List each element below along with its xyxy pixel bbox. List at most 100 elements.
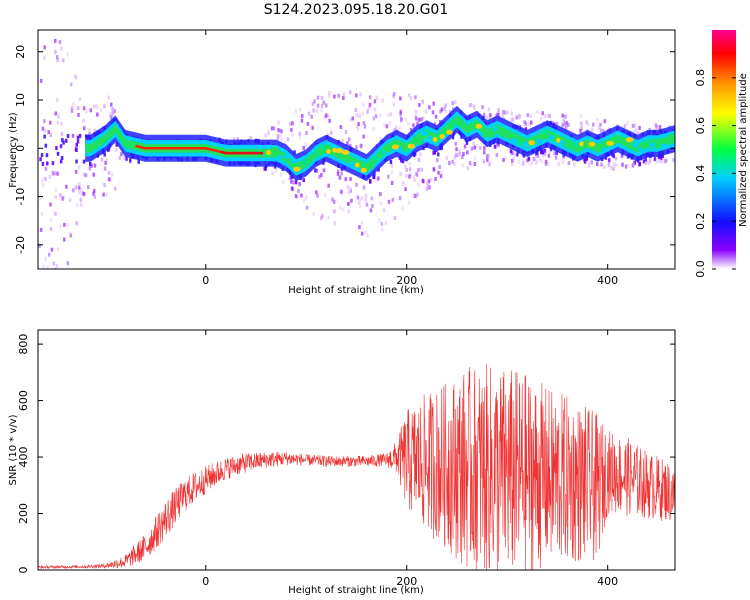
spectrogram-cell bbox=[445, 155, 448, 160]
spectrogram-cell bbox=[336, 169, 340, 174]
spectrogram-cell bbox=[562, 154, 565, 159]
spectrogram-cell bbox=[638, 131, 641, 136]
spectrogram-cell bbox=[333, 199, 336, 204]
spectrogram-cell bbox=[327, 183, 330, 188]
spectrogram-cell bbox=[327, 114, 330, 118]
spectrogram-cell bbox=[462, 151, 465, 156]
spectrogram-cell bbox=[93, 194, 96, 199]
spectrogram-cell bbox=[45, 153, 49, 158]
spectrogram-cell bbox=[564, 114, 567, 119]
spectrogram-cell bbox=[315, 168, 318, 173]
spectrogram-cell bbox=[104, 160, 107, 165]
spectrogram-cell bbox=[607, 162, 611, 167]
spectrogram-cell bbox=[401, 159, 405, 164]
spectrogram-cell bbox=[42, 264, 45, 269]
spectrogram-cell bbox=[662, 159, 666, 164]
spectrogram-cell bbox=[347, 202, 350, 206]
spectrogram-cell bbox=[378, 218, 381, 223]
spectrogram-cell bbox=[528, 121, 531, 126]
spectrogram-cell bbox=[502, 110, 505, 115]
spectrogram-cell bbox=[55, 97, 59, 102]
ridge-blob bbox=[455, 120, 464, 126]
spectrogram-cell bbox=[524, 122, 528, 126]
spectrogram-cell bbox=[409, 96, 413, 101]
spectrogram-cell bbox=[565, 120, 569, 125]
spectrogram-cell bbox=[47, 252, 51, 257]
spectrogram-cell bbox=[632, 129, 636, 134]
spectrogram-cell bbox=[521, 158, 525, 163]
spectrogram-cell bbox=[562, 156, 565, 161]
spectrogram-cell bbox=[114, 147, 118, 152]
spectrogram-cell bbox=[365, 202, 369, 207]
ridge-blob bbox=[556, 137, 561, 143]
spectrogram-cell bbox=[393, 216, 397, 220]
spectrogram-cell bbox=[394, 125, 398, 130]
spectrogram-cell bbox=[330, 130, 333, 135]
x-tick-label: 200 bbox=[396, 575, 417, 588]
spectrogram-cell bbox=[315, 108, 319, 113]
spectrogram-cell bbox=[626, 120, 629, 125]
spectrogram-cell bbox=[623, 124, 627, 129]
spectrogram-cell bbox=[526, 158, 529, 163]
spectrogram-cell bbox=[307, 111, 311, 116]
spectrogram-cell bbox=[70, 109, 74, 113]
spectrogram-cell bbox=[388, 121, 392, 126]
spectrogram-cell bbox=[87, 185, 90, 189]
spectrogram-cell bbox=[76, 106, 80, 111]
spectrogram-cell bbox=[489, 113, 492, 118]
spectrogram-cell bbox=[504, 156, 508, 161]
spectrogram-cell bbox=[389, 112, 393, 117]
spectrogram-cell bbox=[608, 158, 611, 163]
spectrogram-cell bbox=[454, 100, 457, 105]
spectrogram-cell bbox=[515, 115, 518, 120]
spectrogram-cell bbox=[277, 134, 280, 139]
spectrogram-cell bbox=[413, 177, 416, 182]
spectrogram-cell bbox=[92, 104, 96, 109]
spectrogram-cell bbox=[530, 120, 533, 125]
spectrogram-cell bbox=[380, 222, 384, 226]
snr-frame bbox=[37, 329, 676, 571]
spectrogram-cell bbox=[115, 142, 118, 147]
spectrogram-cell bbox=[561, 160, 564, 165]
spectrogram-cell bbox=[436, 158, 439, 163]
spectrogram-cell bbox=[451, 101, 454, 106]
ridge-blob bbox=[566, 143, 572, 149]
spectrogram-cell bbox=[585, 156, 589, 161]
spectrogram-cell bbox=[78, 182, 81, 187]
ridge-blob bbox=[511, 138, 517, 144]
spectrogram-cell bbox=[83, 172, 86, 177]
spectrogram-cell bbox=[407, 93, 411, 98]
ridge-blob bbox=[360, 167, 367, 173]
spectrogram-cell bbox=[427, 184, 430, 189]
spectrogram-cell bbox=[455, 147, 458, 152]
spectrogram-cell bbox=[372, 116, 375, 121]
y-tick-label: 200 bbox=[17, 503, 30, 524]
spectrogram-cell bbox=[501, 113, 505, 118]
spectrogram-cell bbox=[368, 95, 372, 100]
ridge-blob bbox=[588, 141, 596, 147]
spectrogram-cell bbox=[526, 113, 529, 118]
spectrogram-cell bbox=[83, 126, 86, 131]
spectrogram-cell bbox=[375, 95, 379, 100]
spectrogram-cell bbox=[341, 139, 344, 144]
spectrogram-cell bbox=[557, 162, 560, 167]
spectrogram-cell bbox=[339, 205, 342, 210]
spectrogram-cell bbox=[305, 130, 308, 135]
spectrogram-cell bbox=[377, 167, 380, 172]
spectrogram-cell bbox=[493, 144, 497, 149]
spectrogram-cell bbox=[79, 197, 83, 202]
spectrogram-cell bbox=[567, 122, 570, 127]
spectrogram-cell bbox=[473, 145, 476, 150]
spectrogram-cell bbox=[529, 113, 532, 118]
spectrogram-cell bbox=[587, 163, 591, 168]
spectrogram-cell bbox=[417, 158, 421, 162]
spectrogram-cell bbox=[408, 200, 411, 205]
spectrogram-cell bbox=[349, 176, 352, 181]
ridge-blob bbox=[313, 150, 319, 156]
spectrogram-cell bbox=[291, 121, 294, 126]
spectrogram-cell bbox=[408, 167, 412, 172]
spectrogram-cell bbox=[496, 112, 499, 117]
spectrogram-cell bbox=[402, 181, 405, 186]
spectrogram-cell bbox=[518, 123, 521, 128]
spectrogram-cell bbox=[286, 137, 290, 142]
